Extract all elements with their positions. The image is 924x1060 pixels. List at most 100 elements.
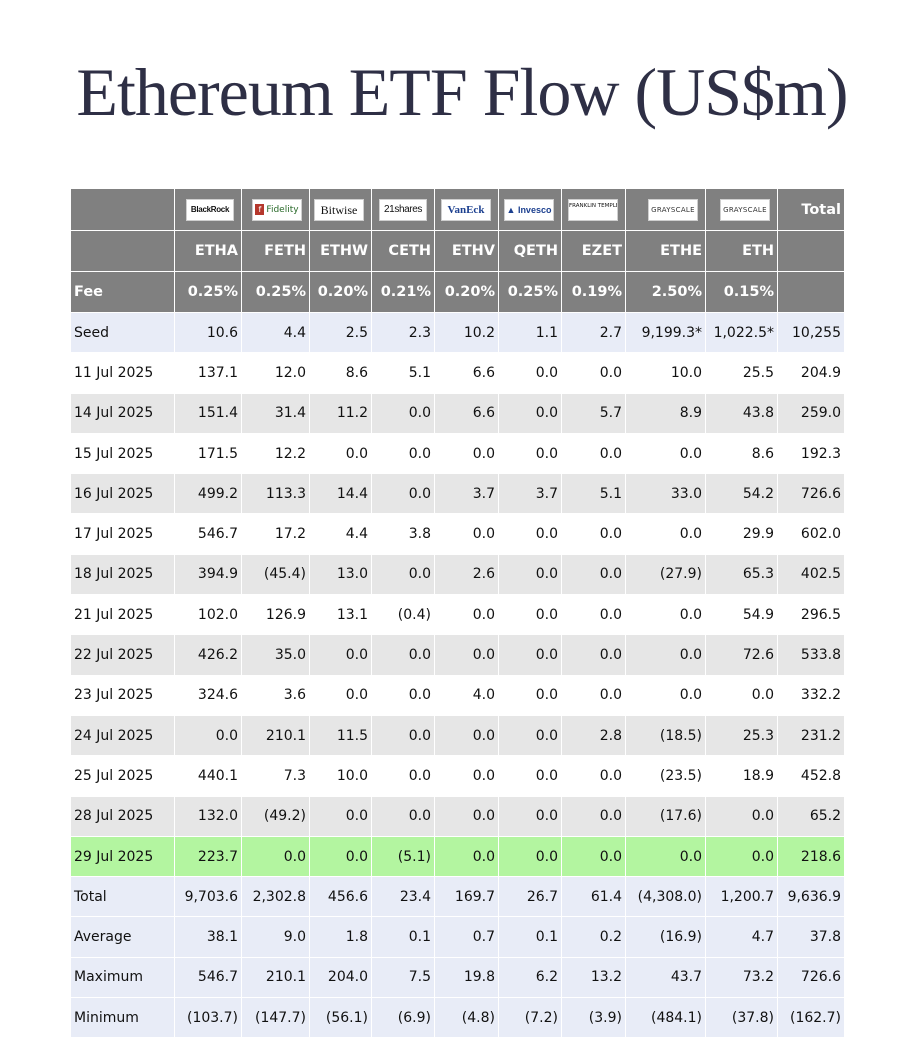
row-label: 24 Jul 2025 — [70, 714, 175, 757]
minimum-row: Minimum (103.7) (147.7) (56.1) (6.9) (4.8) (7.… — [70, 997, 845, 1039]
value-cell: 533.8 — [777, 634, 845, 676]
value-cell: 0.0 — [561, 553, 626, 596]
value-cell: 6.6 — [434, 352, 499, 394]
value-cell: 0.0 — [434, 795, 499, 837]
table-row: 22 Jul 2025 426.2 35.0 0.0 0.0 0.0 0.0 0.0 0.0 72… — [70, 634, 845, 676]
value-cell: 9.0 — [241, 916, 310, 958]
value-cell: 0.7 — [434, 916, 499, 958]
value-cell: 17.2 — [241, 513, 310, 555]
value-cell: (162.7) — [777, 997, 845, 1039]
row-label: 18 Jul 2025 — [70, 553, 175, 596]
value-cell: 169.7 — [434, 876, 499, 918]
row-label: 14 Jul 2025 — [70, 392, 175, 434]
table-row: 23 Jul 2025 324.6 3.6 0.0 0.0 4.0 0.0 0.0 0.0 0.0… — [70, 674, 845, 716]
value-cell: 210.1 — [241, 956, 310, 999]
row-label: 21 Jul 2025 — [70, 594, 175, 636]
value-cell: 29.9 — [705, 513, 778, 555]
row-label: Total — [70, 876, 175, 918]
row-label: 22 Jul 2025 — [70, 634, 175, 676]
value-cell: (0.4) — [371, 594, 435, 636]
ticker-row: ETHA FETH ETHW CETH ETHV QETH EZET ETHE … — [70, 230, 845, 272]
value-cell: 0.0 — [498, 755, 562, 797]
ticker-cell: QETH — [498, 230, 562, 272]
value-cell: 3.7 — [434, 473, 499, 515]
value-cell: 132.0 — [174, 795, 242, 837]
value-cell: 13.2 — [561, 956, 626, 999]
row-label: 16 Jul 2025 — [70, 473, 175, 515]
value-cell: 26.7 — [498, 876, 562, 918]
franklin-templeton-logo: FRANKLIN TEMPLETON — [568, 198, 618, 221]
value-cell: 0.0 — [371, 634, 435, 676]
value-cell: 12.2 — [241, 432, 310, 475]
value-cell: 18.9 — [705, 755, 778, 797]
value-cell: 35.0 — [241, 634, 310, 676]
value-cell: 0.0 — [561, 755, 626, 797]
21shares-logo: 21shares — [379, 198, 427, 221]
value-cell: 0.0 — [705, 835, 778, 878]
total-column-header: Total — [777, 188, 845, 231]
etf-flow-table: BlackRock f Fidelity Bitwise 21shares Van… — [70, 188, 845, 1039]
fee-cell: 0.21% — [371, 271, 435, 313]
value-cell: 171.5 — [174, 432, 242, 475]
value-cell: (4,308.0) — [625, 876, 706, 918]
table-row: 18 Jul 2025 394.9 (45.4) 13.0 0.0 2.6 0.0 0.0 (2… — [70, 553, 845, 596]
value-cell: 0.0 — [561, 513, 626, 555]
value-cell: 0.0 — [498, 835, 562, 878]
value-cell: 10.0 — [625, 352, 706, 394]
value-cell: 332.2 — [777, 674, 845, 716]
logo-header-row: BlackRock f Fidelity Bitwise 21shares Van… — [70, 188, 845, 231]
value-cell: 38.1 — [174, 916, 242, 958]
table-row: 16 Jul 2025 499.2 113.3 14.4 0.0 3.7 3.7 5.1 33.… — [70, 473, 845, 515]
value-cell: 0.0 — [498, 392, 562, 434]
value-cell: 14.4 — [309, 473, 372, 515]
value-cell: 0.0 — [625, 674, 706, 716]
value-cell: 8.9 — [625, 392, 706, 434]
value-cell: 3.7 — [498, 473, 562, 515]
value-cell: (49.2) — [241, 795, 310, 837]
value-cell: 126.9 — [241, 594, 310, 636]
row-label: 25 Jul 2025 — [70, 755, 175, 797]
value-cell: 10.0 — [309, 755, 372, 797]
value-cell: (103.7) — [174, 997, 242, 1039]
value-cell: (27.9) — [625, 553, 706, 596]
value-cell: 0.0 — [371, 674, 435, 716]
value-cell: 9,636.9 — [777, 876, 845, 918]
value-cell: 7.5 — [371, 956, 435, 999]
table-row: 28 Jul 2025 132.0 (49.2) 0.0 0.0 0.0 0.0 0.0 (17… — [70, 795, 845, 837]
ticker-cell: ETHV — [434, 230, 499, 272]
value-cell: (16.9) — [625, 916, 706, 958]
value-cell: 4.0 — [434, 674, 499, 716]
value-cell: 726.6 — [777, 473, 845, 515]
value-cell: 43.8 — [705, 392, 778, 434]
value-cell: 0.0 — [434, 835, 499, 878]
value-cell: 204.9 — [777, 352, 845, 394]
value-cell: 2,302.8 — [241, 876, 310, 918]
value-cell: 394.9 — [174, 553, 242, 596]
row-label: Maximum — [70, 956, 175, 999]
value-cell: 7.3 — [241, 755, 310, 797]
value-cell: 1.8 — [309, 916, 372, 958]
maximum-row: Maximum 546.7 210.1 204.0 7.5 19.8 6.2 13.2 43.7… — [70, 956, 845, 999]
vaneck-logo: VanEck — [441, 198, 491, 221]
value-cell: 0.0 — [371, 714, 435, 757]
value-cell: 65.2 — [777, 795, 845, 837]
value-cell: 0.0 — [498, 594, 562, 636]
value-cell: 456.6 — [309, 876, 372, 918]
value-cell: 0.0 — [561, 432, 626, 475]
value-cell: 43.7 — [625, 956, 706, 999]
value-cell: 1.1 — [498, 311, 562, 354]
value-cell: 0.0 — [498, 513, 562, 555]
ticker-cell: ETHW — [309, 230, 372, 272]
value-cell: 218.6 — [777, 835, 845, 878]
seed-row: Seed 10.6 4.4 2.5 2.3 10.2 1.1 2.7 9,199.3* 1,022… — [70, 311, 845, 354]
value-cell: 499.2 — [174, 473, 242, 515]
value-cell: 0.0 — [561, 795, 626, 837]
value-cell: 4.4 — [309, 513, 372, 555]
value-cell: 3.6 — [241, 674, 310, 716]
value-cell: 4.7 — [705, 916, 778, 958]
invesco-logo: ▲ Invesco — [504, 198, 554, 221]
table-row: 25 Jul 2025 440.1 7.3 10.0 0.0 0.0 0.0 0.0 (23.5… — [70, 755, 845, 797]
value-cell: 0.0 — [498, 352, 562, 394]
table-row: 15 Jul 2025 171.5 12.2 0.0 0.0 0.0 0.0 0.0 0.0 8.… — [70, 432, 845, 475]
ticker-cell: ETHE — [625, 230, 706, 272]
